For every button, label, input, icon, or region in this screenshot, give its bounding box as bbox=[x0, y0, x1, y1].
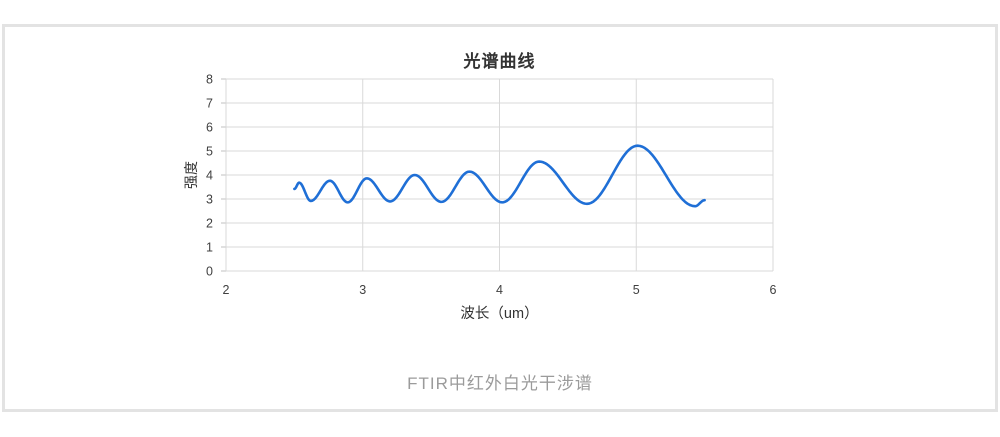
y-tick-label: 6 bbox=[206, 121, 213, 135]
chart-title: 光谱曲线 bbox=[463, 52, 536, 71]
x-tick-label: 4 bbox=[496, 283, 503, 297]
y-tick-label: 3 bbox=[206, 193, 213, 207]
y-tick-label: 7 bbox=[206, 97, 213, 111]
y-axis-title: 强度 bbox=[183, 161, 199, 189]
x-axis-title: 波长（um） bbox=[460, 305, 538, 322]
y-tick-label: 0 bbox=[206, 265, 213, 279]
x-tick-label: 5 bbox=[633, 283, 640, 297]
x-tick-label: 6 bbox=[770, 283, 777, 297]
spectrum-curve bbox=[293, 144, 706, 208]
y-tick-label: 1 bbox=[206, 241, 213, 255]
y-tick-label: 8 bbox=[206, 73, 213, 87]
y-tick-label: 4 bbox=[206, 169, 213, 183]
x-tick-label: 3 bbox=[359, 283, 366, 297]
x-tick-label: 2 bbox=[223, 283, 230, 297]
y-tick-label: 2 bbox=[206, 217, 213, 231]
figure-caption: FTIR中红外白光干涉谱 bbox=[407, 374, 593, 393]
y-tick-label: 5 bbox=[206, 145, 213, 159]
